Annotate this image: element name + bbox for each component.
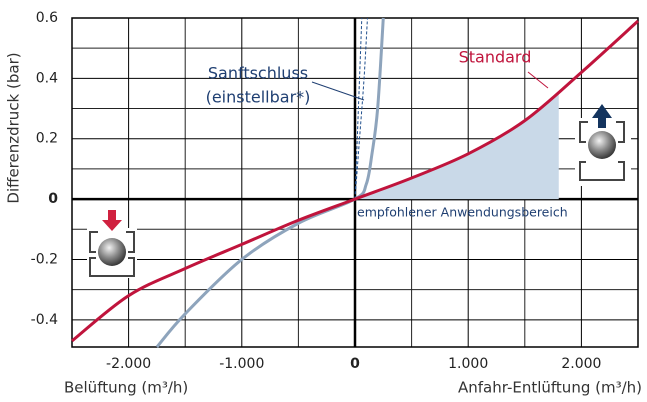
range-label: empfohlener Anwendungsbereich: [357, 205, 568, 220]
x-tick-label: 2.000: [561, 356, 601, 372]
x-tick-label: 1.000: [448, 356, 488, 372]
x-tick-label: 0: [350, 356, 360, 372]
series-note: (einstellbar*): [206, 88, 311, 107]
valve-ball: [98, 238, 126, 266]
x-tick-label: -1.000: [219, 356, 264, 372]
y-tick-label: 0.4: [36, 70, 58, 86]
x-axis-label-left: Belüftung (m³/h): [64, 379, 188, 397]
chart: -2.000 -1.000 0 1.000 2.000 -0.4 -0.2 0 0.2 0.4 0.…: [0, 0, 647, 402]
series-label: Standard: [459, 48, 532, 67]
page: {"chart_data": { "type": "line", "ylabel…: [0, 0, 647, 402]
valve-ball: [588, 131, 616, 159]
y-tick-label: -0.2: [31, 251, 58, 267]
y-tick-label: 0: [48, 191, 58, 207]
x-axis-label-right: Anfahr-Entlüftung (m³/h): [458, 379, 642, 397]
y-tick-label: -0.4: [31, 312, 58, 328]
y-tick-label: 0.6: [36, 10, 58, 26]
y-tick-label: 0.2: [36, 131, 58, 147]
series-label: Sanftschluss: [208, 64, 308, 83]
x-tick-label: -2.000: [106, 356, 151, 372]
y-axis-label: Differenzdruck (bar): [5, 52, 23, 203]
